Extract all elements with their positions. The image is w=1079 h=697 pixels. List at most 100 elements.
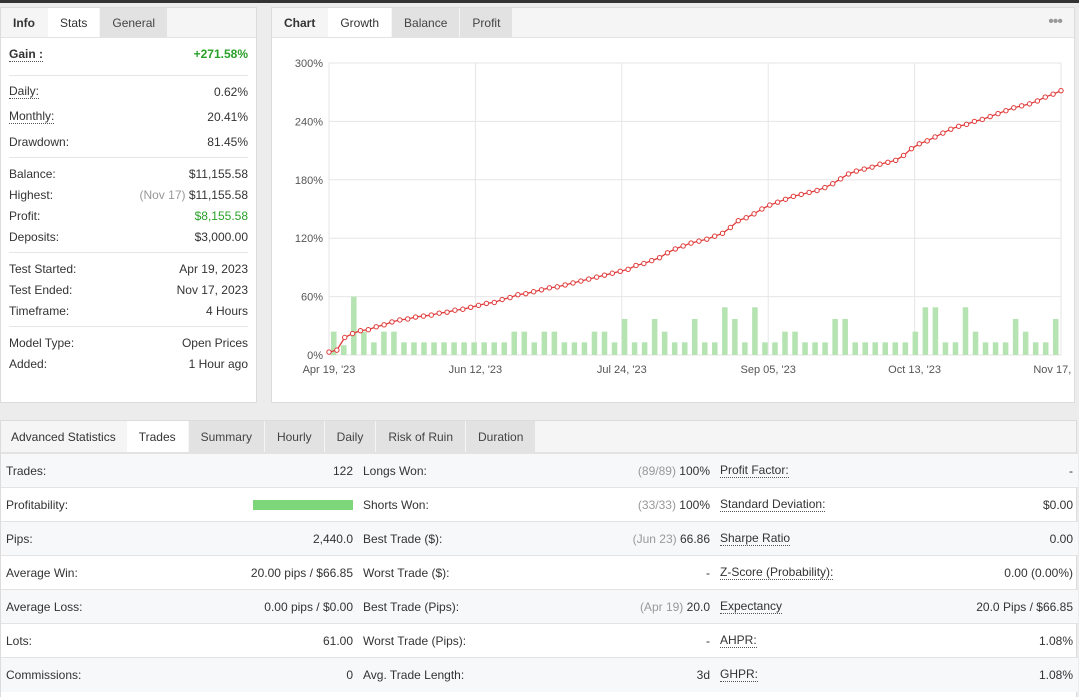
growth-point (334, 347, 340, 353)
growth-point (586, 276, 592, 282)
stat-value: 3d (696, 667, 710, 682)
trade-bar (571, 342, 578, 355)
growth-point (342, 334, 348, 341)
trade-bar (681, 342, 688, 355)
stat-value: $0.00 (1042, 497, 1073, 512)
growth-point (546, 285, 553, 291)
stat-cell: Average Loss: 0.00 pips / $0.00 (1, 589, 358, 624)
top-border (0, 0, 1079, 3)
trade-bar (1022, 331, 1029, 355)
stat-label[interactable]: GHPR: (720, 667, 759, 683)
tab-info[interactable]: Info (1, 8, 48, 37)
growth-point (460, 306, 466, 312)
growth-point (633, 262, 639, 269)
stat-label[interactable]: Sharpe Ratio (720, 531, 791, 546)
stat-label: Lots: (6, 633, 33, 648)
stat-label: Commissions: (6, 667, 82, 682)
daily-value: 0.62% (213, 84, 248, 99)
stat-value: 0.00 (0.00%) (1004, 565, 1073, 580)
growth-point (381, 322, 387, 328)
stat-label[interactable]: Expectancy (720, 599, 783, 614)
table-row: Average Loss: 0.00 pips / $0.00 Best Trade… (1, 589, 1078, 624)
tab-daily[interactable]: Daily (324, 421, 377, 452)
trade-bar (972, 331, 979, 355)
test-started-value: Apr 19, 2023 (179, 261, 248, 276)
trade-bar (431, 342, 437, 355)
drawdown-value: 81.45% (207, 134, 248, 149)
monthly-label[interactable]: Monthly: (9, 109, 55, 124)
daily-label[interactable]: Daily: (9, 84, 40, 99)
stat-value: 122 (332, 463, 353, 478)
trade-bar (842, 318, 848, 355)
growth-point (649, 257, 655, 264)
trade-bar (962, 307, 969, 355)
growth-point (932, 134, 938, 140)
tab-duration[interactable]: Duration (466, 421, 537, 452)
growth-point (656, 254, 663, 261)
trade-bar (671, 342, 678, 355)
growth-point (987, 113, 993, 120)
stat-cell: Avg. Trade Length: 3d (358, 657, 715, 692)
growth-point (861, 166, 867, 172)
growth-point (664, 250, 671, 256)
stat-label: Trades: (6, 463, 47, 478)
growth-chart: 300% 240% 180% 120% 60% 0% Apr 19, '23 Jun 12, … (295, 58, 1074, 376)
trade-bar (471, 342, 477, 355)
growth-point (948, 126, 954, 132)
trade-bar (982, 342, 989, 355)
table-row: Commissions: 0 Avg. Trade Length: 3d GHPR: 1… (1, 657, 1078, 692)
trade-bar (942, 342, 949, 355)
stat-label[interactable]: AHPR: (720, 633, 757, 648)
growth-point (1018, 103, 1025, 109)
stat-label[interactable]: Profit Factor: (720, 463, 789, 478)
growth-point (798, 191, 804, 198)
stat-label[interactable]: Standard Deviation: (720, 497, 826, 512)
stat-value: 0 (346, 667, 353, 682)
growth-point (1011, 105, 1017, 111)
growth-point (609, 270, 616, 276)
more-dots-icon[interactable]: ••• (1048, 13, 1063, 30)
stat-value: 20.0 (686, 599, 710, 614)
stat-date: (89/89) (637, 463, 676, 478)
trade-bar (772, 342, 778, 355)
growth-point (719, 230, 726, 237)
y-tick-label: 0% (307, 350, 323, 362)
growth-point (979, 116, 985, 123)
advanced-tabs: Advanced Statistics Trades Summary Hourl… (1, 421, 1076, 453)
table-row: Profitability: Shorts Won: (33/33) 100% Sta… (1, 487, 1078, 522)
growth-point (349, 330, 356, 337)
stat-cell: Lots: 61.00 (1, 623, 358, 658)
tab-general[interactable]: General (100, 8, 169, 37)
tab-hourly[interactable]: Hourly (264, 421, 325, 452)
model-type-row: Model Type: Open Prices (9, 332, 248, 353)
trade-bar (1052, 318, 1059, 355)
gain-label[interactable]: Gain : (9, 46, 44, 62)
trade-bar (872, 342, 878, 355)
stat-label[interactable]: Z-Score (Probability): (720, 565, 834, 580)
growth-point (672, 246, 679, 252)
y-tick-label: 240% (295, 116, 323, 128)
tab-chart[interactable]: Chart (272, 8, 329, 37)
stat-label: Best Trade ($): (363, 531, 443, 546)
test-ended-row: Test Ended: Nov 17, 2023 (9, 279, 248, 300)
trade-bar (702, 342, 708, 355)
tab-summary[interactable]: Summary (188, 421, 265, 452)
trade-bar (531, 342, 538, 355)
x-tick-label: Jun 12, '23 (449, 364, 502, 376)
tab-trades[interactable]: Trades (126, 421, 189, 452)
growth-point (853, 168, 860, 174)
stat-value: 0.00 (1049, 531, 1073, 546)
monthly-row: Monthly: 20.41% (9, 106, 248, 127)
tab-risk-of-ruin[interactable]: Risk of Ruin (376, 421, 467, 452)
stat-value: 1.08% (1038, 667, 1073, 682)
tab-balance[interactable]: Balance (392, 8, 461, 37)
growth-point (1042, 94, 1048, 100)
growth-point (475, 302, 482, 309)
table-row: Average Win: 20.00 pips / $66.85 Worst Tra… (1, 555, 1078, 590)
stat-cell: GHPR: 1.08% (715, 657, 1078, 692)
stat-label: Worst Trade ($): (363, 565, 450, 580)
tab-stats[interactable]: Stats (48, 8, 101, 37)
tab-growth[interactable]: Growth (328, 8, 393, 37)
tab-profit[interactable]: Profit (460, 8, 514, 37)
x-tick-label: Apr 19, '23 (303, 364, 356, 376)
